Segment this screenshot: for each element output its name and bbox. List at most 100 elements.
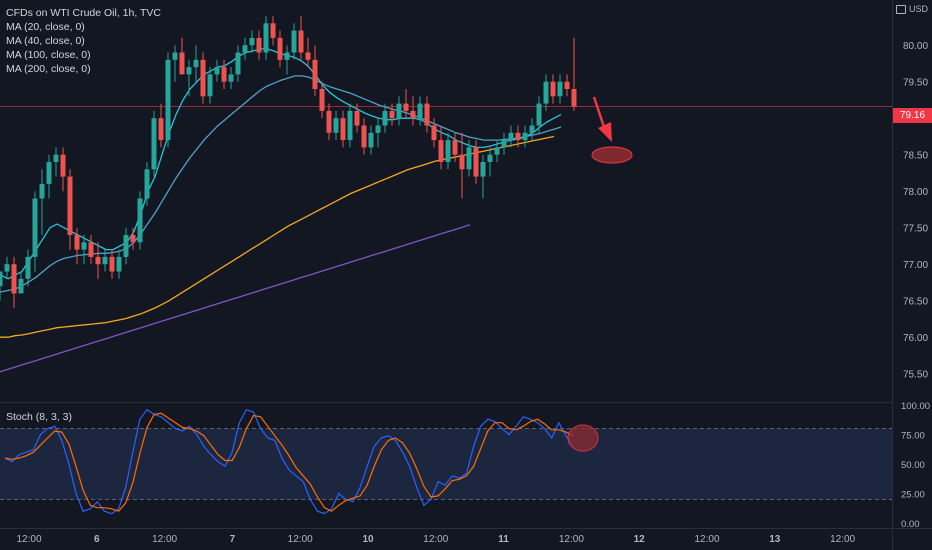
candle-body	[438, 140, 444, 162]
candle-body	[228, 74, 234, 82]
price-tick-label: 76.50	[903, 297, 928, 308]
stoch-tick-label: 100.00	[901, 401, 930, 412]
stoch-legend[interactable]: Stoch (8, 3, 3)	[6, 411, 72, 423]
candle-body	[39, 183, 45, 199]
candle-body	[473, 147, 479, 177]
candle-body	[459, 154, 465, 170]
candle-body	[347, 110, 353, 141]
time-tick-label: 12:00	[152, 534, 177, 545]
candle-body	[235, 52, 241, 75]
candle-body	[0, 271, 3, 287]
price-tick-label: 78.50	[903, 151, 928, 162]
candle-body	[193, 59, 199, 68]
candle-body	[123, 235, 129, 257]
candle-body	[130, 235, 136, 243]
candles	[0, 16, 577, 308]
candle-body	[445, 140, 451, 162]
lock-icon	[896, 4, 906, 14]
candle-body	[207, 74, 213, 97]
candle-body	[508, 132, 514, 141]
candle-body	[88, 242, 94, 257]
candle-body	[298, 30, 304, 53]
candle-body	[312, 59, 318, 89]
candle-body	[354, 110, 360, 126]
candle-body	[256, 37, 262, 53]
time-tick-label: 12:00	[288, 534, 313, 545]
time-tick-label: 13	[769, 534, 781, 545]
price-tick-label: 79.50	[903, 78, 928, 89]
time-axis[interactable]: 12:00 6 12:00 7 12:00 10 12:00 11 12:00 12 12:00 13…	[16, 534, 855, 545]
candle-body	[368, 132, 374, 148]
candle-body	[361, 125, 367, 148]
candle-body	[270, 23, 276, 38]
stoch-tick-label: 0.00	[901, 519, 920, 530]
candle-body	[277, 37, 283, 60]
candle-body	[522, 132, 528, 141]
price-tick-label: 77.50	[903, 224, 928, 235]
candle-body	[291, 30, 297, 53]
candle-body	[109, 256, 115, 272]
candle-body	[165, 59, 171, 141]
currency-text: USD	[909, 4, 929, 14]
candle-body	[375, 125, 381, 133]
candle-body	[515, 132, 521, 141]
candle-body	[501, 140, 507, 148]
ma200-line	[0, 224, 471, 373]
time-tick-label: 6	[94, 534, 100, 545]
annotations	[567, 96, 633, 452]
candle-body	[333, 118, 339, 133]
candle-body	[179, 52, 185, 75]
time-tick-label: 10	[362, 534, 374, 545]
candle-body	[263, 23, 269, 53]
arrow-shaft	[592, 96, 607, 131]
candle-body	[214, 67, 220, 75]
ma20-legend[interactable]: MA (20, close, 0)	[6, 21, 85, 33]
candle-body	[396, 103, 402, 119]
time-tick-label: 12	[634, 534, 646, 545]
price-tick-label: 78.00	[903, 187, 928, 198]
candle-body	[284, 52, 290, 60]
currency-label[interactable]: USD	[896, 4, 928, 14]
candle-body	[151, 118, 157, 170]
ma40-legend[interactable]: MA (40, close, 0)	[6, 35, 85, 47]
stoch-tick-label: 50.00	[901, 460, 925, 471]
last-price-tag: 79.16	[893, 108, 932, 123]
candle-body	[158, 118, 164, 141]
candle-body	[144, 169, 150, 199]
candle-body	[186, 67, 192, 75]
price-tick-label: 80.00	[903, 41, 928, 52]
candle-body	[571, 89, 577, 107]
candle-body	[389, 110, 395, 119]
chart-legend: CFDs on WTI Crude Oil, 1h, TVC MA (20, c…	[6, 6, 161, 76]
time-tick-label: 12:00	[16, 534, 41, 545]
candle-body	[403, 103, 409, 111]
candle-body	[32, 198, 38, 257]
candle-body	[81, 242, 87, 250]
candle-body	[102, 256, 108, 265]
candle-body	[452, 140, 458, 155]
candle-body	[172, 52, 178, 60]
candle-body	[417, 103, 423, 119]
symbol-title[interactable]: CFDs on WTI Crude Oil, 1h, TVC	[6, 7, 162, 19]
price-tick-label: 75.50	[903, 370, 928, 381]
candle-body	[18, 278, 24, 294]
stoch-tick-label: 25.00	[901, 490, 925, 501]
candle-body	[536, 103, 542, 126]
candle-body	[137, 198, 143, 243]
candle-body	[564, 81, 570, 89]
candle-body	[326, 110, 332, 133]
candle-body	[74, 235, 80, 250]
arrow-head	[598, 122, 612, 142]
candle-body	[480, 162, 486, 177]
time-tick-label: 7	[230, 534, 236, 545]
ma200-legend[interactable]: MA (200, close, 0)	[6, 63, 91, 75]
time-tick-label: 12:00	[830, 534, 855, 545]
ma100-legend[interactable]: MA (100, close, 0)	[6, 49, 91, 61]
candle-body	[557, 81, 563, 97]
candle-body	[221, 67, 227, 82]
candle-body	[60, 154, 66, 177]
candle-body	[200, 59, 206, 97]
candle-body	[494, 147, 500, 155]
candle-body	[67, 176, 73, 235]
